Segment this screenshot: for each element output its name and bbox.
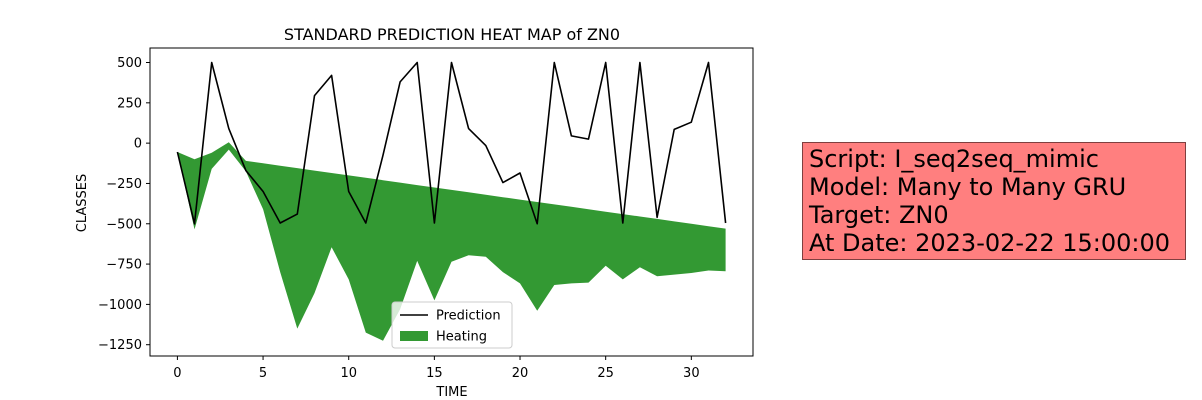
plot-area	[149, 47, 754, 357]
x-tick-label: 20	[512, 366, 529, 381]
x-tick-label: 25	[597, 366, 614, 381]
y-tick-label: −500	[106, 217, 142, 232]
legend-label: Heating	[436, 330, 487, 345]
y-tick-label: −1000	[98, 298, 142, 313]
info-target: Target: ZN0	[809, 201, 949, 229]
y-axis-label: CLASSES	[75, 174, 90, 232]
legend-swatch-heating	[400, 331, 428, 341]
info-model: Model: Many to Many GRU	[809, 173, 1127, 201]
y-tick-label: 0	[134, 137, 142, 152]
y-tick-label: 500	[117, 56, 142, 71]
info-date: At Date: 2023-02-22 15:00:00	[809, 229, 1171, 257]
x-tick-label: 0	[173, 366, 181, 381]
x-tick-label: 15	[426, 366, 443, 381]
x-tick-label: 30	[683, 366, 700, 381]
y-tick-label: −250	[106, 177, 142, 192]
legend-label: Prediction	[436, 309, 501, 324]
y-tick-label: −750	[106, 258, 142, 273]
x-axis: 0 5 10 15 20 25 30	[173, 356, 700, 381]
x-axis-label: TIME	[435, 385, 467, 400]
chart-title: STANDARD PREDICTION HEAT MAP of ZN0	[284, 25, 620, 44]
legend: Prediction Heating	[391, 301, 513, 349]
y-tick-label: −1250	[98, 338, 142, 353]
x-tick-label: 10	[340, 366, 357, 381]
series-prediction-line	[176, 61, 727, 225]
plot-frame	[149, 47, 754, 357]
info-box: Script: I_seq2seq_mimic Model: Many to M…	[802, 142, 1186, 260]
y-tick-label: 250	[117, 96, 142, 111]
y-axis: 500 250 0 −250 −500 −750 −1000 −1250	[98, 56, 150, 353]
series-heating-area	[177, 142, 726, 341]
x-tick-label: 5	[259, 366, 267, 381]
info-script: Script: I_seq2seq_mimic	[809, 145, 1099, 173]
